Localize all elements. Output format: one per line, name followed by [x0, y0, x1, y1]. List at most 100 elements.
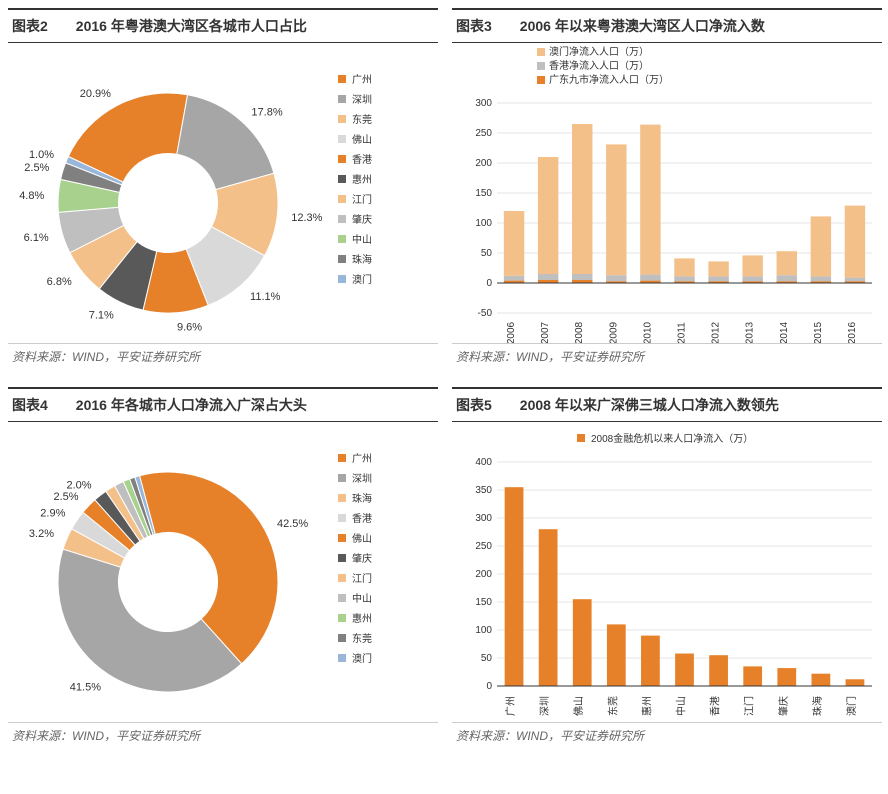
bar-segment [572, 124, 592, 274]
bar-segment [606, 275, 626, 281]
bar [777, 668, 796, 686]
legend-swatch [338, 75, 346, 83]
bar-segment [742, 255, 762, 276]
bar-segment [504, 276, 524, 281]
x-tick: 东莞 [606, 696, 619, 716]
bar-segment [845, 206, 865, 278]
legend-swatch [338, 474, 346, 482]
x-tick: 2008 [574, 321, 585, 343]
y-tick: 0 [486, 278, 492, 289]
bar-segment [708, 276, 728, 281]
legend-label: 香港 [352, 154, 372, 166]
legend-label: 东莞 [352, 632, 372, 645]
slice-label: 2.9% [40, 507, 65, 519]
slice-label: 3.2% [29, 528, 54, 540]
legend-label: 佛山 [352, 532, 372, 545]
legend-swatch [537, 48, 545, 56]
x-tick: 2012 [711, 321, 722, 343]
bar [641, 636, 660, 686]
chart5-title: 图表5 2008 年以来广深佛三城人口净流入数领先 [452, 387, 882, 422]
x-tick: 2007 [540, 321, 551, 343]
legend-label: 香港净流入人口（万） [549, 59, 649, 72]
legend-swatch [338, 135, 346, 143]
bar-segment [708, 261, 728, 276]
chart2-area: 20.9%17.8%12.3%11.1%9.6%7.1%6.8%6.1%4.8%… [8, 43, 438, 343]
y-tick: 400 [475, 457, 492, 468]
bar-segment [572, 274, 592, 280]
x-tick: 2009 [608, 321, 619, 343]
panel-chart2: 图表2 2016 年粤港澳大湾区各城市人口占比 20.9%17.8%12.3%1… [8, 8, 438, 369]
slice-label: 2.0% [67, 479, 92, 491]
legend-swatch [537, 76, 545, 84]
x-tick: 惠州 [640, 696, 653, 716]
legend-swatch [338, 454, 346, 462]
y-tick: 200 [475, 158, 492, 169]
slice-label: 11.1% [250, 291, 281, 303]
slice-label: 1.0% [29, 149, 54, 161]
legend-swatch [537, 62, 545, 70]
bar-segment [811, 276, 831, 281]
legend-label: 惠州 [352, 612, 372, 625]
bar-segment [538, 274, 558, 280]
x-tick: 佛山 [572, 696, 585, 716]
panel-chart5: 图表5 2008 年以来广深佛三城人口净流入数领先 2008金融危机以来人口净流… [452, 387, 882, 748]
legend-label: 澳门 [352, 652, 372, 665]
y-tick: 300 [475, 513, 492, 524]
x-tick: 深圳 [539, 696, 551, 716]
y-tick: 350 [475, 485, 492, 496]
x-tick: 香港 [710, 696, 722, 716]
legend-swatch [338, 215, 346, 223]
legend-label: 广东九市净流入人口（万） [549, 73, 669, 86]
y-tick: 250 [475, 541, 492, 552]
legend-swatch [338, 175, 346, 183]
y-tick: -50 [478, 308, 493, 319]
chart4-area: 42.5%41.5%3.2%2.9%2.5%2.0%广州深圳珠海香港佛山肇庆江门… [8, 422, 438, 722]
x-tick: 肇庆 [777, 696, 790, 716]
legend-swatch [338, 554, 346, 562]
bar [846, 679, 865, 686]
slice-label: 42.5% [277, 518, 308, 530]
x-tick: 2006 [506, 321, 517, 343]
legend-swatch [338, 614, 346, 622]
legend-swatch [338, 494, 346, 502]
legend-swatch [338, 155, 346, 163]
bar-segment [777, 275, 797, 281]
x-tick: 2016 [847, 321, 858, 343]
x-tick: 中山 [675, 696, 688, 716]
y-tick: 250 [475, 128, 492, 139]
legend-swatch [338, 95, 346, 103]
legend-swatch [577, 434, 585, 442]
legend-label: 广州 [352, 453, 372, 465]
chart5-area: 2008金融危机以来人口净流入（万）0501001502002503003504… [452, 422, 882, 722]
legend-label: 东莞 [352, 113, 372, 126]
bar-segment [811, 216, 831, 276]
chart5-source: 资料来源：WIND，平安证券研究所 [452, 722, 882, 748]
x-tick: 珠海 [811, 696, 824, 716]
slice-label: 41.5% [70, 681, 101, 693]
bar [573, 599, 592, 686]
bar-segment [674, 276, 694, 281]
bar-segment [777, 251, 797, 275]
legend-swatch [338, 255, 346, 263]
legend-label: 中山 [352, 233, 372, 246]
y-tick: 200 [475, 569, 492, 580]
x-tick: 2015 [813, 321, 824, 343]
legend-swatch [338, 594, 346, 602]
x-tick: 江门 [743, 696, 756, 716]
bar-segment [742, 276, 762, 281]
bar-segment [504, 211, 524, 276]
legend-swatch [338, 275, 346, 283]
y-tick: 100 [475, 625, 492, 636]
bar-segment [674, 258, 694, 276]
legend-label: 2008金融危机以来人口净流入（万） [591, 432, 753, 445]
legend-swatch [338, 534, 346, 542]
legend-label: 珠海 [352, 253, 372, 266]
bar [505, 487, 524, 686]
legend-swatch [338, 654, 346, 662]
chart2-source: 资料来源：WIND，平安证券研究所 [8, 343, 438, 369]
chart3-source: 资料来源：WIND，平安证券研究所 [452, 343, 882, 369]
bar-segment [845, 278, 865, 282]
bar-segment [606, 144, 626, 275]
legend-swatch [338, 235, 346, 243]
y-tick: 150 [475, 597, 492, 608]
